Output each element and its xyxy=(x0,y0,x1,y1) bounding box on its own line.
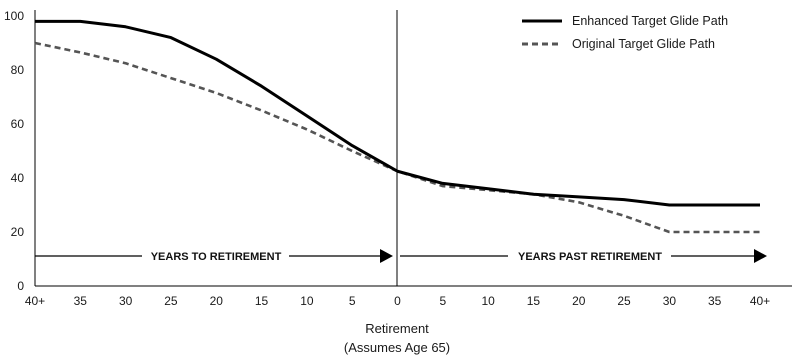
x-tick-label: 10 xyxy=(481,294,495,308)
x-tick-label: 10 xyxy=(300,294,314,308)
y-tick-label: 80 xyxy=(11,63,25,77)
x-tick-label: 30 xyxy=(663,294,677,308)
x-tick-label: 40+ xyxy=(750,294,770,308)
x-tick-labels: 40+ 35 30 25 20 15 10 5 0 5 10 15 20 25 30 35 40+ xyxy=(25,294,770,308)
y-tick-label: 40 xyxy=(11,171,25,185)
x-tick-label: 20 xyxy=(572,294,586,308)
x-tick-label: 25 xyxy=(617,294,631,308)
legend-label-enhanced: Enhanced Target Glide Path xyxy=(572,14,728,28)
y-tick-label: 20 xyxy=(11,225,25,239)
x-tick-label: 15 xyxy=(527,294,541,308)
x-tick-label: 20 xyxy=(210,294,224,308)
legend-label-original: Original Target Glide Path xyxy=(572,37,715,51)
x-tick-label: 0 xyxy=(394,294,401,308)
legend: Enhanced Target Glide Path Original Targ… xyxy=(522,14,728,51)
x-axis-title-line2: (Assumes Age 65) xyxy=(344,340,450,355)
years-to-retirement-label: YEARS TO RETIREMENT xyxy=(151,251,282,263)
x-tick-label: 35 xyxy=(74,294,88,308)
left-arrow-head xyxy=(380,249,393,263)
y-tick-labels: 0 20 40 60 80 100 xyxy=(4,9,24,293)
x-tick-label: 15 xyxy=(255,294,269,308)
x-tick-label: 40+ xyxy=(25,294,45,308)
years-to-retirement-arrow: YEARS TO RETIREMENT xyxy=(35,249,393,263)
x-tick-label: 35 xyxy=(708,294,722,308)
y-tick-label: 0 xyxy=(17,279,24,293)
x-tick-label: 5 xyxy=(349,294,356,308)
series-lines xyxy=(34,19,760,234)
x-tick-label: 25 xyxy=(164,294,178,308)
y-tick-label: 60 xyxy=(11,117,25,131)
x-tick-label: 5 xyxy=(439,294,446,308)
y-tick-label: 100 xyxy=(4,9,24,23)
x-tick-label: 30 xyxy=(119,294,133,308)
x-axis-title-line1: Retirement xyxy=(365,321,429,336)
right-arrow-head xyxy=(754,249,767,263)
years-past-retirement-label: YEARS PAST RETIREMENT xyxy=(518,251,662,263)
years-past-retirement-arrow: YEARS PAST RETIREMENT xyxy=(400,249,767,263)
enhanced-glide-path-line xyxy=(35,19,760,207)
